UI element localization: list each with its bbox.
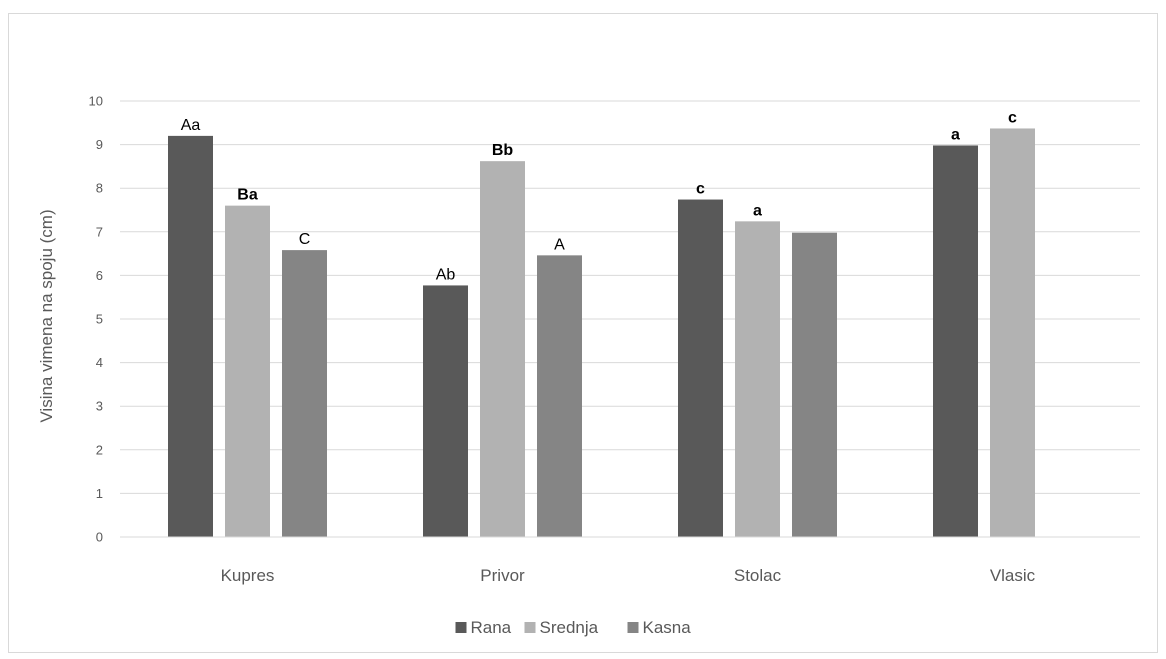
bar — [735, 221, 780, 537]
y-tick-label: 8 — [96, 181, 103, 196]
x-tick-label: Kupres — [221, 566, 275, 585]
data-label: A — [554, 236, 565, 253]
data-label: c — [696, 181, 705, 198]
y-tick-label: 2 — [96, 442, 103, 457]
legend-swatch — [524, 622, 536, 633]
data-label: C — [299, 231, 311, 248]
y-tick-label: 5 — [96, 312, 103, 327]
legend-label: Srednja — [540, 618, 599, 637]
bar — [480, 161, 525, 537]
bar — [225, 205, 270, 537]
x-tick-label: Privor — [480, 566, 525, 585]
data-label: Aa — [181, 117, 201, 134]
bar — [282, 250, 327, 537]
y-tick-label: 7 — [96, 224, 103, 239]
data-label: Ab — [436, 266, 456, 283]
bar — [678, 199, 723, 537]
legend-swatch — [455, 622, 467, 633]
y-tick-label: 9 — [96, 137, 103, 152]
data-label: a — [951, 126, 960, 143]
y-axis-label: Visina vimena na spoju (cm) — [37, 209, 56, 422]
bar — [990, 128, 1035, 537]
bar — [792, 232, 837, 537]
y-tick-label: 3 — [96, 399, 103, 414]
data-label: Ba — [237, 187, 258, 204]
legend-swatch — [627, 622, 639, 633]
legend-label: Kasna — [643, 618, 692, 637]
x-tick-label: Vlasic — [990, 566, 1036, 585]
legend-label: Rana — [471, 618, 512, 637]
x-tick-label: Stolac — [734, 566, 782, 585]
bar — [933, 145, 978, 538]
data-label: Bb — [492, 142, 514, 159]
bar — [423, 285, 468, 537]
bar — [168, 135, 213, 537]
bar — [537, 255, 582, 537]
data-label: c — [1008, 109, 1017, 126]
data-label: a — [753, 202, 762, 219]
y-tick-label: 0 — [96, 530, 103, 545]
y-tick-label: 10 — [89, 94, 103, 109]
y-tick-label: 4 — [96, 355, 103, 370]
y-tick-label: 6 — [96, 268, 103, 283]
y-tick-label: 1 — [96, 486, 103, 501]
